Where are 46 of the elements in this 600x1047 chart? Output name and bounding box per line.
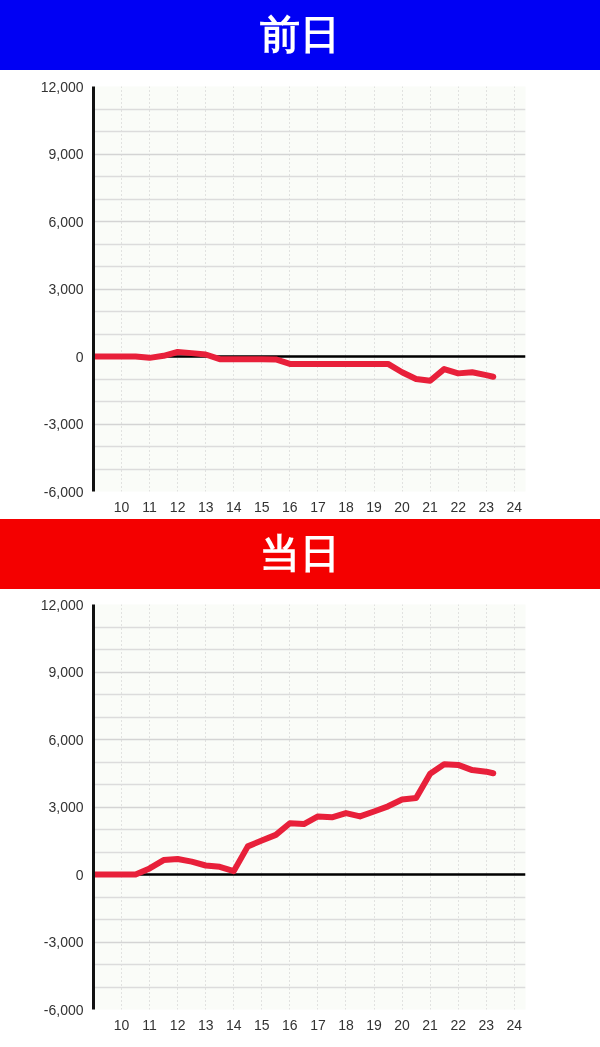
x-tick-label: 13 bbox=[197, 1016, 214, 1033]
x-tick-label: 12 bbox=[169, 1016, 186, 1033]
x-tick-label: 14 bbox=[225, 498, 242, 515]
y-tick-label: 3,000 bbox=[48, 799, 84, 815]
y-tick-label: -3,000 bbox=[43, 934, 84, 950]
x-tick-label: 17 bbox=[310, 1016, 326, 1033]
chart-title: 前日 bbox=[260, 10, 340, 60]
y-tick-label: 9,000 bbox=[48, 146, 84, 162]
x-tick-label: 11 bbox=[142, 1016, 158, 1033]
x-tick-label: 15 bbox=[254, 498, 270, 515]
x-tick-label: 21 bbox=[422, 1016, 439, 1033]
x-tick-label: 17 bbox=[310, 498, 326, 515]
y-tick-label: -6,000 bbox=[43, 1001, 84, 1018]
x-tick-label: 16 bbox=[282, 1016, 298, 1033]
x-tick-label: 15 bbox=[254, 1016, 270, 1033]
x-tick-label: 18 bbox=[338, 1016, 354, 1033]
x-tick-label: 10 bbox=[113, 1016, 130, 1033]
chart-title: 当日 bbox=[260, 529, 340, 579]
x-tick-label: 13 bbox=[197, 498, 214, 515]
y-tick-label: 3,000 bbox=[48, 281, 84, 297]
x-tick-label: 22 bbox=[450, 498, 467, 515]
y-tick-label: 12,000 bbox=[40, 596, 84, 613]
x-tick-label: 24 bbox=[506, 1016, 523, 1033]
y-tick-label: 9,000 bbox=[48, 664, 84, 680]
x-tick-label: 23 bbox=[478, 1016, 495, 1033]
x-tick-label: 14 bbox=[225, 1016, 242, 1033]
y-tick-label: 6,000 bbox=[48, 731, 84, 748]
x-tick-label: 24 bbox=[506, 498, 523, 515]
y-tick-label: 0 bbox=[75, 348, 84, 365]
x-tick-label: 20 bbox=[394, 1016, 411, 1033]
x-tick-label: 19 bbox=[366, 498, 383, 515]
y-tick-label: 0 bbox=[75, 866, 84, 883]
y-tick-label: 6,000 bbox=[48, 213, 84, 230]
y-tick-label: 12,000 bbox=[40, 78, 84, 95]
y-tick-label: -6,000 bbox=[43, 483, 84, 500]
x-tick-label: 22 bbox=[450, 1016, 467, 1033]
x-tick-label: 10 bbox=[113, 498, 130, 515]
x-tick-label: 23 bbox=[478, 498, 495, 515]
x-tick-label: 16 bbox=[282, 498, 298, 515]
x-tick-label: 21 bbox=[422, 498, 439, 515]
x-tick-label: 18 bbox=[338, 498, 354, 515]
x-tick-label: 12 bbox=[169, 498, 186, 515]
x-tick-label: 20 bbox=[394, 498, 411, 515]
y-tick-label: -3,000 bbox=[43, 416, 84, 432]
x-tick-label: 11 bbox=[142, 498, 158, 515]
x-tick-label: 19 bbox=[366, 1016, 383, 1033]
